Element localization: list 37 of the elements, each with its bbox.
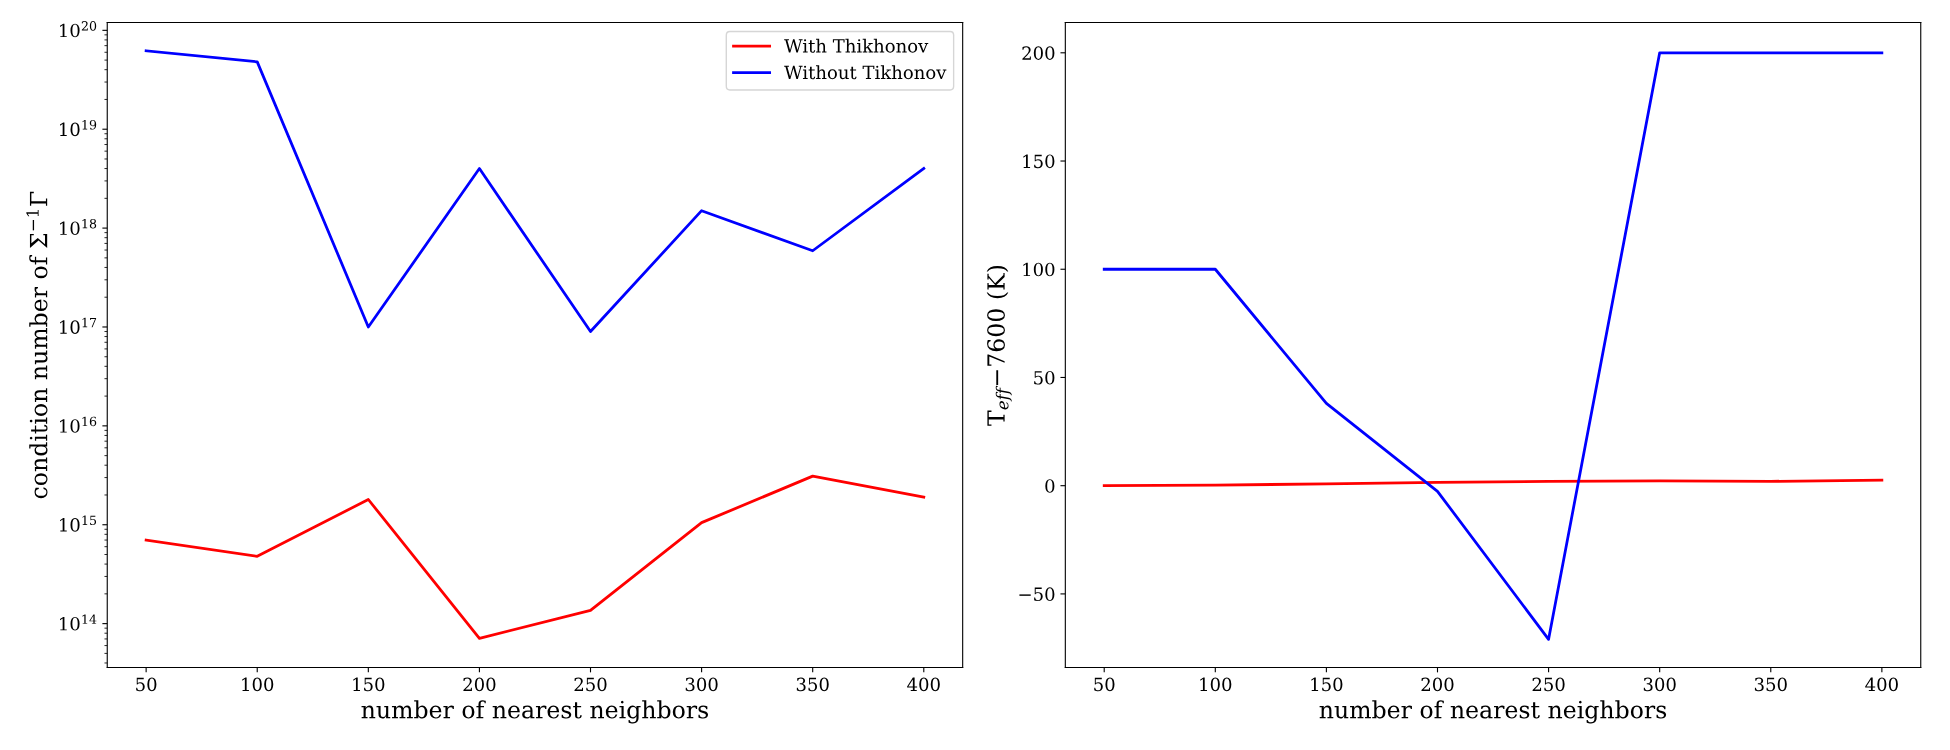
line-series bbox=[144, 474, 926, 640]
x-axis-title: number of nearest neighbors bbox=[1319, 700, 1667, 724]
x-tick-label: 50 bbox=[136, 677, 157, 692]
y-tick-label: 10$^{16}$ bbox=[60, 416, 97, 433]
y-axis-title: condition number of Σ$^{−1}$Γ bbox=[26, 191, 48, 499]
y-tick-label: 0 bbox=[1045, 479, 1055, 493]
x-tick-label: 250 bbox=[1532, 677, 1565, 692]
y-tick-label: 50 bbox=[1034, 370, 1055, 385]
x-tick-label: 400 bbox=[907, 677, 940, 692]
y-tick-label: −50 bbox=[1019, 587, 1055, 602]
y-tick-label: 200 bbox=[1022, 46, 1055, 60]
x-tick-label: 200 bbox=[1421, 677, 1454, 692]
x-tick-label: 250 bbox=[574, 677, 607, 692]
x-tick-label: 200 bbox=[463, 677, 496, 692]
x-tick-label: 350 bbox=[1754, 677, 1787, 692]
y-axis-title: T$_{eff}$−7600 (K) bbox=[986, 265, 1012, 426]
legend-label: With Thikhonov bbox=[784, 38, 929, 53]
x-tick-label: 400 bbox=[1865, 677, 1898, 692]
y-tick-label: 100 bbox=[1023, 262, 1055, 277]
x-tick-label: 50 bbox=[1094, 677, 1115, 692]
x-tick-label: 150 bbox=[353, 677, 385, 692]
y-tick-label: 10$^{18}$ bbox=[60, 218, 97, 236]
x-axis-title: number of nearest neighbors bbox=[361, 700, 709, 724]
y-tick-label: 10$^{17}$ bbox=[60, 317, 97, 334]
y-tick-label: 10$^{20}$ bbox=[60, 21, 97, 38]
line-series bbox=[1102, 51, 1884, 641]
x-tick-label: 100 bbox=[1200, 677, 1232, 692]
x-tick-label: 150 bbox=[1311, 677, 1343, 692]
y-tick-label: 10$^{19}$ bbox=[60, 120, 97, 137]
y-tick-label: 10$^{15}$ bbox=[60, 515, 97, 532]
x-tick-label: 100 bbox=[242, 677, 274, 692]
legend-label: Without Tikhonov bbox=[784, 65, 947, 80]
x-tick-label: 350 bbox=[796, 677, 829, 692]
y-tick-label: 150 bbox=[1023, 154, 1055, 169]
x-tick-label: 300 bbox=[685, 677, 718, 692]
x-tick-label: 300 bbox=[1643, 677, 1676, 692]
y-tick-label: 10$^{14}$ bbox=[60, 614, 97, 631]
